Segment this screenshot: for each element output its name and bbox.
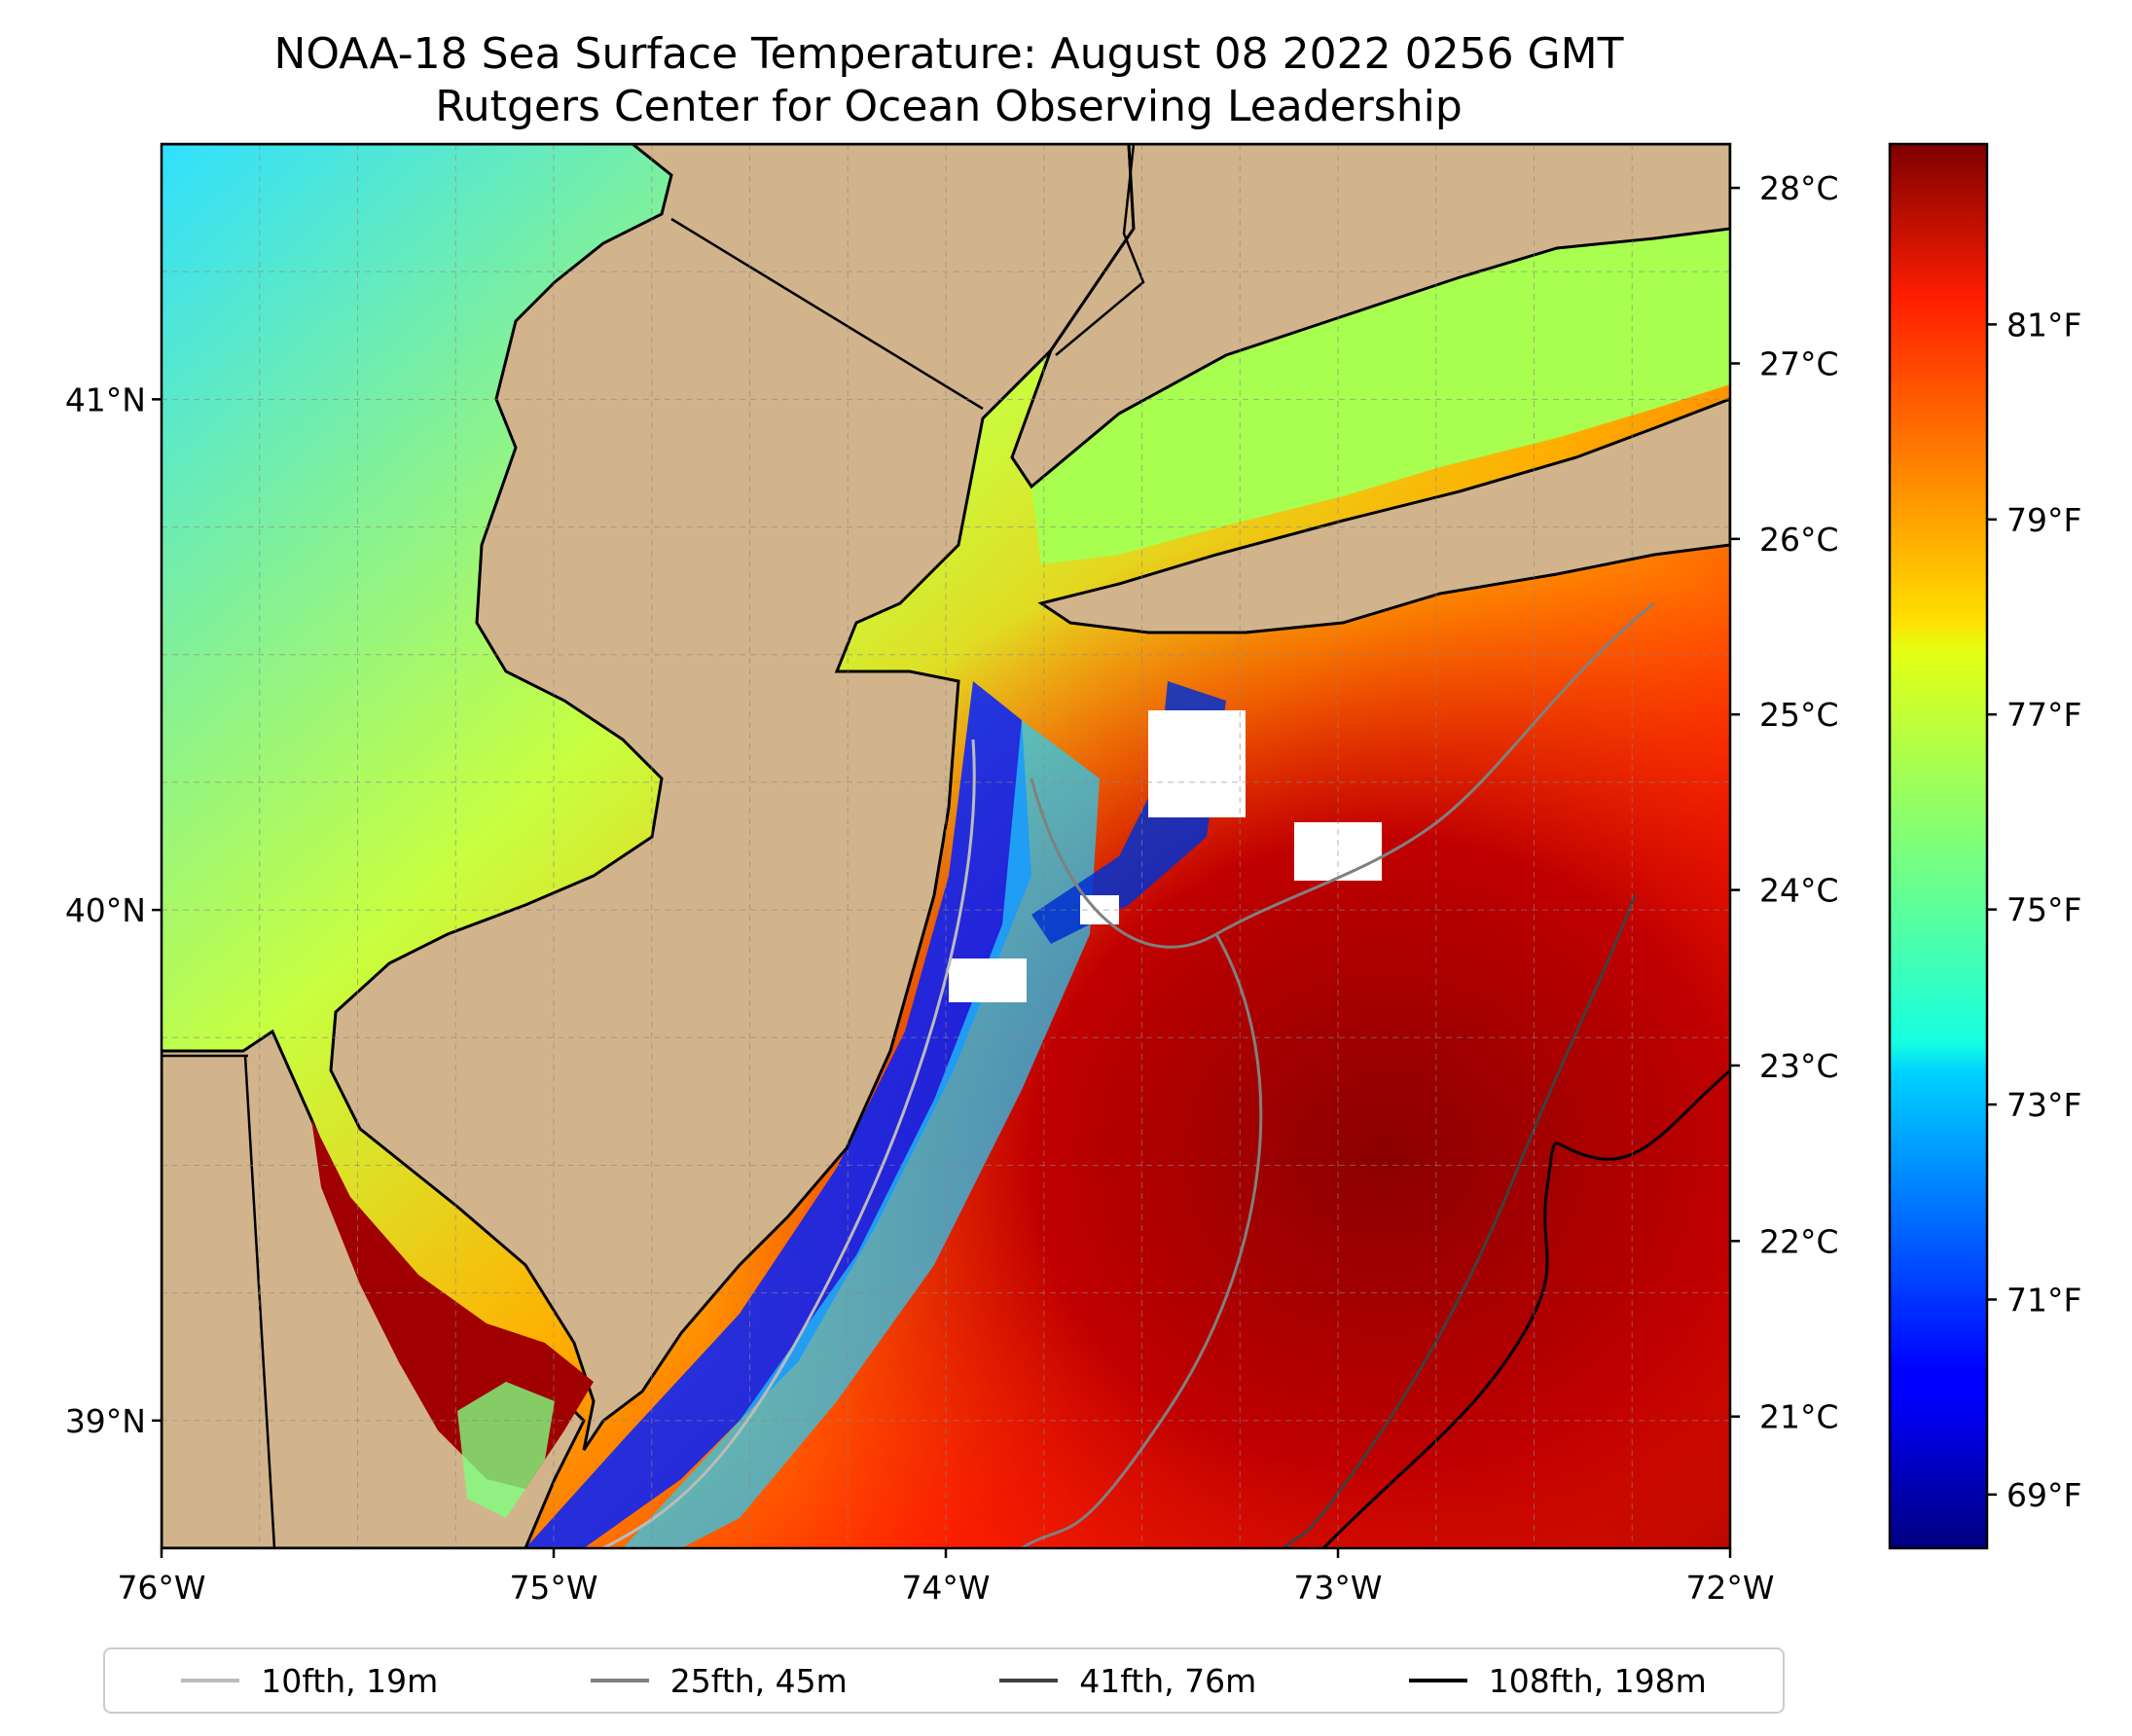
cloud-mask [949, 958, 1027, 1002]
legend-line-swatch [999, 1679, 1059, 1682]
lat-tick-label: 41°N [65, 380, 146, 418]
legend-line-swatch [1408, 1679, 1467, 1682]
celsius-tick-label: 27°C [1759, 344, 1839, 382]
lat-tick-label: 40°N [65, 891, 146, 929]
contour-76m [1283, 894, 1637, 1548]
celsius-tick-label: 24°C [1759, 872, 1839, 910]
legend-label: 25fth, 45m [669, 1661, 848, 1700]
fahrenheit-tick-label: 79°F [2006, 501, 2081, 539]
contour-198m [1321, 1068, 1730, 1548]
fahrenheit-tick-label: 73°F [2006, 1086, 2081, 1124]
fahrenheit-tick-label: 69°F [2006, 1476, 2081, 1514]
legend-line-swatch [181, 1679, 240, 1682]
land-long-island [1037, 397, 1730, 634]
lon-tick-label: 74°W [901, 1569, 990, 1607]
fahrenheit-tick-label: 81°F [2006, 306, 2081, 344]
map-subtitle: Rutgers Center for Ocean Observing Leade… [435, 82, 1463, 131]
bathymetry-legend: 10fth, 19m 25fth, 45m 41fth, 76m 108fth, 19… [103, 1647, 1785, 1714]
map-title: NOAA-18 Sea Surface Temperature: August … [273, 29, 1624, 79]
celsius-tick-label: 22°C [1759, 1222, 1839, 1260]
legend-label: 108fth, 198m [1488, 1661, 1707, 1700]
legend-item: 41fth, 76m [999, 1662, 1256, 1700]
colorbar-ticks: 28°C 27°C 26°C 25°C 24°C 23°C 22°C 21°C 81°F 79°F… [1730, 169, 2081, 1514]
long-island-sound [1031, 229, 1730, 564]
land-mainland [162, 144, 1136, 1451]
legend-item: 25fth, 45m [590, 1661, 848, 1700]
celsius-tick-label: 26°C [1759, 521, 1839, 559]
state-border-ny-ct [1055, 144, 1145, 356]
fahrenheit-tick-label: 75°F [2006, 891, 2081, 929]
celsius-tick-label: 25°C [1759, 696, 1839, 734]
lon-tick-label: 72°W [1685, 1569, 1774, 1607]
legend-label: 41fth, 76m [1079, 1661, 1257, 1700]
lon-tick-label: 76°W [117, 1569, 205, 1607]
lat-tick-label: 39°N [65, 1402, 146, 1440]
celsius-tick-label: 23°C [1759, 1047, 1839, 1085]
contour-45m [1021, 933, 1263, 1548]
celsius-tick-label: 28°C [1759, 169, 1839, 207]
delaware-bay-mouth [457, 1382, 555, 1518]
legend-item: 10fth, 19m [181, 1662, 438, 1700]
axis-ticks: 76°W 75°W 74°W 73°W 72°W 41°N 40°N 39°N [65, 380, 1775, 1607]
lon-tick-label: 75°W [509, 1569, 597, 1607]
colorbar [1888, 142, 1989, 1550]
legend-line-swatch [590, 1679, 649, 1682]
fahrenheit-tick-label: 77°F [2006, 696, 2081, 734]
contour-45m [1030, 601, 1655, 949]
graticule [162, 144, 1730, 1548]
lon-tick-label: 73°W [1293, 1569, 1382, 1607]
contour-19m [602, 739, 976, 1548]
celsius-tick-label: 21°C [1759, 1398, 1839, 1436]
fahrenheit-tick-label: 71°F [2006, 1281, 2081, 1319]
legend-item: 108fth, 198m [1408, 1661, 1707, 1700]
land-connecticut [1010, 144, 1730, 489]
cloud-mask [1148, 710, 1246, 817]
legend-label: 10fth, 19m [261, 1661, 439, 1700]
state-border-ny-nj [670, 217, 984, 411]
cool-band [623, 720, 1100, 1548]
